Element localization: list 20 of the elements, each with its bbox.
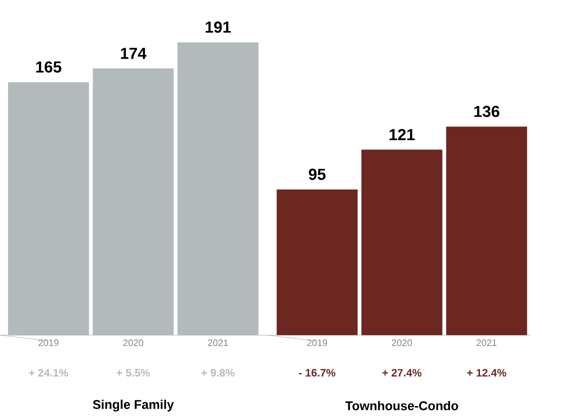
data-label: 136 [474,106,500,118]
data-label: 121 [390,129,415,140]
text: + 5.5% [116,369,150,377]
data-label: 95 [308,168,326,180]
text: + 9.8% [202,369,235,377]
data-label: 174 [120,48,146,59]
text: - 16.7% [299,369,336,377]
x-tick-label: 2020 [392,339,412,346]
text: Townhouse-Condo [345,401,458,410]
text: + 24.1% [29,369,68,377]
x-tick-label: 2021 [476,339,497,346]
x-tick-label: 2019 [307,339,328,346]
x-tick-label: 2019 [38,339,58,346]
text: Single Family [92,400,174,412]
text: + 27.4% [382,369,422,377]
x-tick-label: 2020 [123,339,144,346]
text: + 12.4% [467,369,506,377]
data-label: 191 [206,22,231,33]
x-tick-label: 2021 [208,339,228,346]
data-label: 165 [36,61,62,73]
